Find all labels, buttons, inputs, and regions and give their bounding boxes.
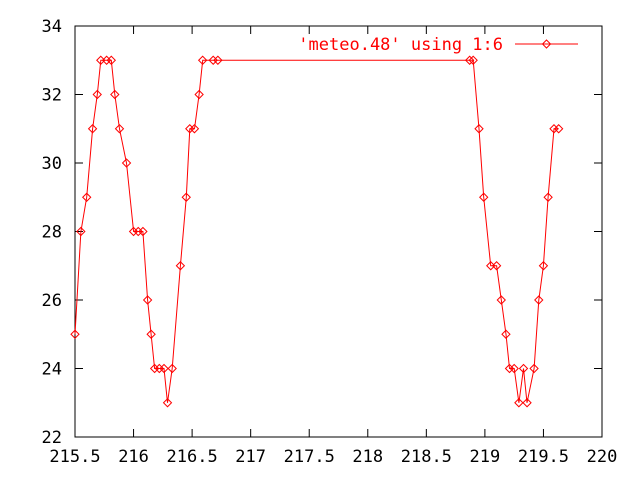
data-point-marker [534,295,544,305]
data-point-marker [92,89,102,100]
data-point-marker [553,124,564,134]
data-point-marker [114,124,125,134]
data-point-marker [121,158,132,168]
data-point-marker [543,192,553,202]
data-point-marker [175,261,186,271]
x-tick-label: 217 [235,447,266,467]
series-line [74,59,559,403]
x-tick-label: 220 [587,447,618,467]
x-tick-label: 218.5 [401,447,452,467]
series-layer [70,55,564,408]
data-point-marker [146,329,156,339]
legend-marker [541,39,552,49]
data-point-marker [181,192,191,202]
y-tick-label: 32 [42,86,62,106]
data-point-marker [189,124,200,134]
data-point-marker [159,363,169,374]
y-tick-label: 24 [42,360,62,380]
y-tick-label: 22 [42,428,62,448]
data-point-marker [509,363,519,374]
data-point-marker [501,329,511,339]
data-point-marker [464,55,475,65]
data-point-marker [70,329,80,339]
x-tick-label: 217.5 [284,447,335,467]
data-point-marker [468,55,478,65]
data-point-marker [496,295,506,305]
x-tick-label: 216 [118,447,149,467]
data-point-marker [491,261,502,271]
x-tick-label: 216.5 [167,447,218,467]
data-point-marker [522,398,532,408]
data-point-marker [106,55,117,65]
x-tick-label: 215.5 [49,447,100,467]
data-point-marker [138,226,148,237]
data-point-marker [82,192,92,202]
x-tick-label: 218 [352,447,383,467]
data-point-marker [162,398,173,408]
data-point-marker [76,226,86,237]
data-point-marker [197,55,208,65]
data-point-marker [474,124,484,134]
series [70,55,564,408]
y-tick-label: 26 [42,291,62,311]
data-point-marker [529,363,539,374]
data-point-marker [213,55,223,65]
data-point-marker [167,363,177,374]
data-point-marker [514,398,524,408]
data-point-marker [194,89,204,100]
y-tick-label: 28 [42,223,62,243]
x-tick-label: 219 [470,447,501,467]
data-point-marker [110,89,120,100]
x-tick-label: 219.5 [518,447,569,467]
legend: 'meteo.48' using 1:6 [298,35,578,55]
y-tick-label: 34 [42,17,62,37]
axes: 215.5 216 216.5 217 217.5 218 218.5 219 219.5 220… [42,17,618,467]
data-point-marker [538,261,549,271]
data-point-marker [518,363,529,374]
data-point-marker [479,192,489,202]
data-point-marker [142,295,153,305]
legend-label: 'meteo.48' using 1:6 [298,35,503,55]
y-tick-label: 30 [42,154,62,174]
data-point-marker [87,124,98,134]
